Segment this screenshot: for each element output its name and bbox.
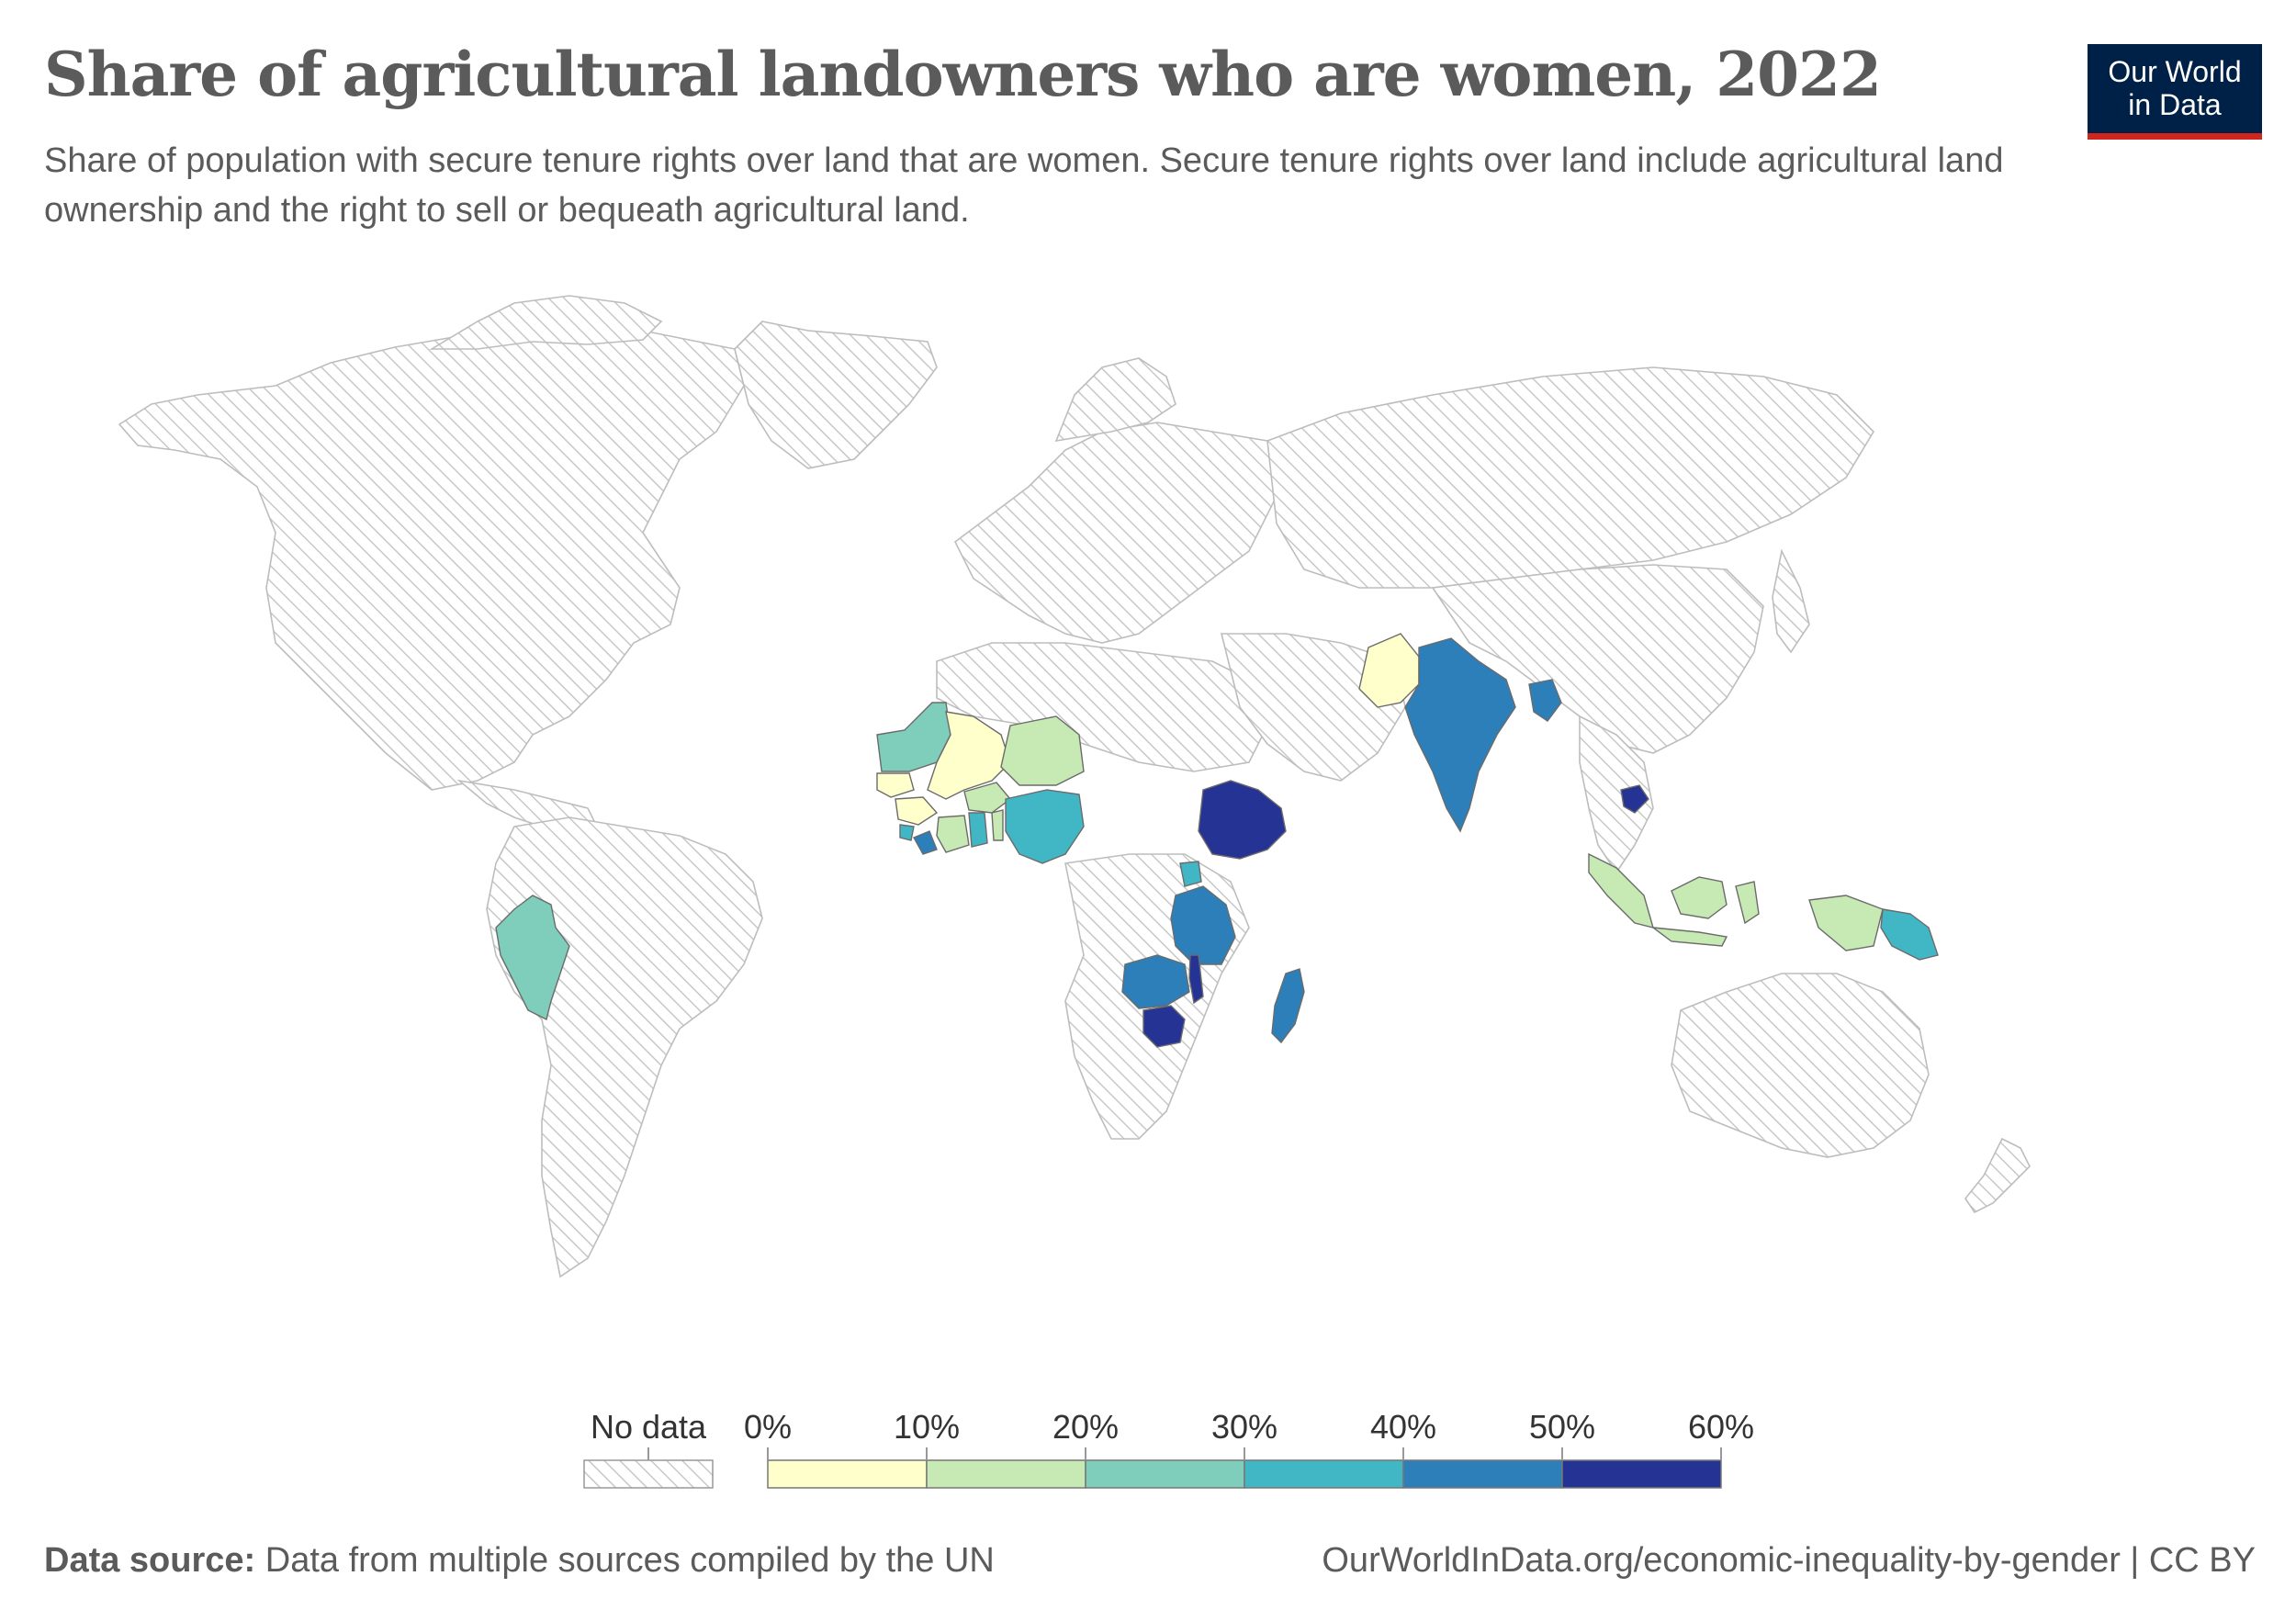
country-india[interactable]	[1404, 637, 1516, 833]
region-middle-east	[1220, 633, 1406, 782]
country-ghana[interactable]	[968, 812, 988, 848]
legend-bin-50-60[interactable]	[1561, 1459, 1722, 1489]
legend-tick-label: 10%	[894, 1408, 960, 1446]
region-canada-arctic-islands	[429, 295, 663, 350]
country-uganda[interactable]	[1179, 861, 1202, 887]
region-europe	[953, 422, 1287, 644]
region-japan	[1772, 548, 1810, 654]
data-source: Data source: Data from multiple sources …	[44, 1541, 995, 1581]
legend-tick-label: 50%	[1529, 1408, 1595, 1446]
country-zimbabwe[interactable]	[1142, 1005, 1186, 1048]
chart-title: Share of agricultural landowners who are…	[44, 39, 1882, 110]
legend: No data 0% 10% 20% 30% 40% 50% 60%	[583, 1408, 1754, 1489]
region-north-africa	[936, 642, 1268, 772]
country-pakistan[interactable]	[1358, 633, 1420, 708]
source-url[interactable]: OurWorldInData.org/economic-inequality-b…	[1322, 1541, 2256, 1580]
region-south-america	[486, 816, 763, 1278]
country-sierra-leone[interactable]	[899, 824, 915, 841]
region-north-america	[118, 321, 745, 791]
legend-tick-label: 40%	[1370, 1408, 1436, 1446]
country-senegal[interactable]	[876, 772, 915, 798]
country-papua-new-guinea[interactable]	[1880, 908, 1939, 961]
country-burkina-faso[interactable]	[963, 782, 1012, 814]
legend-bin-0-10[interactable]	[767, 1459, 928, 1489]
country-tanzania[interactable]	[1170, 885, 1236, 965]
country-cambodia[interactable]	[1620, 784, 1649, 814]
country-benin[interactable]	[991, 809, 1004, 841]
country-malawi[interactable]	[1188, 954, 1204, 1005]
region-new-zealand	[1964, 1137, 2031, 1214]
legend-no-data-label: No data	[591, 1408, 707, 1446]
country-niger[interactable]	[1000, 715, 1085, 786]
legend-tick-label: 0%	[744, 1408, 792, 1446]
country-madagascar[interactable]	[1271, 968, 1305, 1044]
legend-bins	[767, 1459, 1722, 1489]
region-russia-north-asia	[1266, 366, 1875, 589]
legend-tick-label: 30%	[1211, 1408, 1277, 1446]
country-bangladesh[interactable]	[1528, 679, 1562, 722]
logo-line-1: Our World	[2108, 55, 2242, 88]
country-liberia[interactable]	[913, 830, 938, 855]
country-ethiopia[interactable]	[1198, 780, 1287, 860]
region-greenland	[734, 321, 938, 469]
country-guinea[interactable]	[895, 796, 939, 826]
legend-bin-30-40[interactable]	[1244, 1459, 1404, 1489]
country-mali[interactable]	[927, 711, 1011, 800]
country-indonesia[interactable]	[1588, 852, 1884, 951]
no-data-landmasses	[118, 295, 2031, 1278]
country-zambia[interactable]	[1121, 954, 1190, 1009]
legend-no-data-swatch	[583, 1459, 714, 1489]
legend-bin-40-50[interactable]	[1402, 1459, 1563, 1489]
chart-subtitle: Share of population with secure tenure r…	[44, 141, 2004, 230]
region-china-east-asia	[1431, 564, 1764, 754]
legend-ticks: 0% 10% 20% 30% 40% 50% 60%	[744, 1408, 1754, 1460]
region-scandinavia	[1054, 357, 1176, 443]
data-source-text: Data from multiple sources compiled by t…	[264, 1541, 995, 1580]
region-southeast-asia-mainland	[1579, 715, 1654, 874]
country-nigeria[interactable]	[1005, 789, 1085, 864]
countries-with-data	[495, 633, 1939, 1048]
logo-line-2: in Data	[2128, 88, 2222, 121]
country-peru[interactable]	[495, 895, 570, 1021]
legend-bin-10-20[interactable]	[926, 1459, 1086, 1489]
legend-tick-label: 20%	[1052, 1408, 1119, 1446]
country-cote-divoire[interactable]	[936, 815, 970, 853]
owid-logo[interactable]: Our World in Data	[2088, 44, 2262, 140]
legend-bin-20-30[interactable]	[1085, 1459, 1245, 1489]
region-australia	[1671, 973, 1930, 1158]
legend-tick-label: 60%	[1688, 1408, 1754, 1446]
data-source-label: Data source:	[44, 1541, 256, 1580]
